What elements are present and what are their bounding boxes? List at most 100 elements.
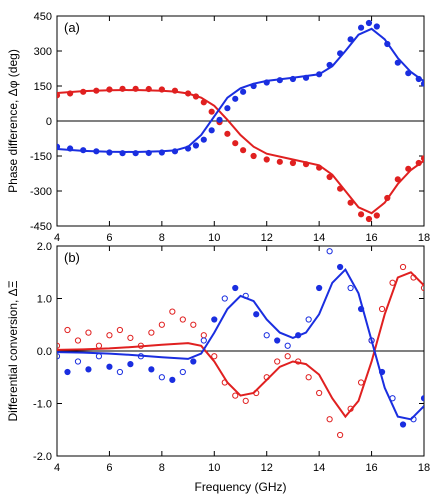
y-tick-label: 1.0 bbox=[37, 294, 52, 306]
y-tick-label: -300 bbox=[30, 186, 52, 198]
red-data-point bbox=[74, 337, 82, 344]
red-data-point bbox=[57, 342, 61, 349]
red-data-point bbox=[378, 305, 386, 313]
red-data-point bbox=[232, 140, 239, 147]
blue-data-point bbox=[284, 342, 291, 349]
red-data-point bbox=[399, 263, 407, 271]
blue-data-point bbox=[337, 263, 344, 271]
x-tick-label: 8 bbox=[159, 232, 165, 244]
blue-data-point bbox=[347, 36, 354, 43]
x-tick-label: 14 bbox=[313, 232, 325, 244]
blue-data-point bbox=[179, 368, 186, 376]
blue-data-point bbox=[357, 24, 365, 31]
x-tick-label: 12 bbox=[261, 232, 273, 244]
blue-data-point bbox=[95, 353, 103, 360]
red-data-point bbox=[347, 199, 354, 206]
blue-data-point bbox=[316, 284, 323, 292]
blue-data-point bbox=[232, 284, 239, 292]
blue-data-point bbox=[57, 353, 61, 360]
blue-data-point bbox=[216, 116, 223, 123]
blue-data-point bbox=[263, 332, 270, 339]
red-data-point bbox=[169, 308, 176, 315]
x-axis-label: Frequency (GHz) bbox=[194, 480, 286, 494]
blue-data-point bbox=[211, 316, 218, 323]
x-tick-label: 8 bbox=[159, 462, 165, 474]
y-tick-label: 0 bbox=[46, 116, 52, 128]
blue-data-point bbox=[116, 368, 124, 376]
blue-data-point bbox=[221, 295, 228, 302]
x-tick-label: 4 bbox=[54, 232, 60, 244]
blue-data-point bbox=[192, 142, 200, 149]
y-axis-label: Phase difference, Δφ (deg) bbox=[6, 49, 20, 193]
red-data-point bbox=[224, 130, 231, 137]
red-data-point bbox=[127, 334, 134, 341]
y-tick-label: 2.0 bbox=[37, 241, 52, 253]
panel-a: -450 -300 -150 0 150 300 450 4 6 8 10 12 14 16 18 (a) Ph… bbox=[6, 11, 430, 244]
blue-data-point bbox=[420, 80, 424, 87]
red-data-point bbox=[337, 431, 344, 439]
red-data-point bbox=[373, 212, 380, 219]
red-data-point bbox=[284, 353, 291, 360]
blue-data-point bbox=[208, 127, 215, 134]
red-data-point bbox=[276, 158, 283, 165]
blue-data-point bbox=[158, 374, 165, 381]
blue-data-point bbox=[224, 105, 231, 112]
y-tick-label: -150 bbox=[30, 151, 52, 163]
x-tick-label: 10 bbox=[208, 232, 220, 244]
red-data-point bbox=[365, 215, 373, 223]
blue-data-point bbox=[347, 284, 354, 292]
panel-label: (a) bbox=[64, 20, 80, 35]
y-tick-label: 450 bbox=[34, 11, 52, 23]
red-data-point bbox=[208, 108, 215, 115]
red-data-point bbox=[64, 326, 71, 334]
blue-data-point bbox=[127, 361, 134, 368]
data-layer bbox=[57, 248, 424, 439]
blue-data-point bbox=[85, 366, 92, 373]
red-data-point bbox=[357, 379, 365, 386]
red-data-point bbox=[179, 316, 186, 323]
red-data-point bbox=[240, 147, 247, 154]
red-data-point bbox=[316, 389, 323, 397]
red-data-point bbox=[148, 329, 155, 336]
x-tick-label: 16 bbox=[365, 462, 377, 474]
blue-data-point bbox=[190, 358, 197, 365]
y-axis-label: Differential conversion, ΔΞ bbox=[6, 280, 20, 421]
red-data-point bbox=[263, 156, 270, 163]
blue-data-point bbox=[200, 337, 207, 344]
y-tick-label: 0.0 bbox=[37, 346, 52, 358]
blue-data-point bbox=[240, 88, 247, 95]
red-data-point bbox=[326, 173, 333, 181]
red-data-point bbox=[211, 353, 218, 360]
blue-data-point bbox=[74, 358, 82, 365]
blue-data-point bbox=[420, 395, 424, 402]
red-data-point bbox=[190, 321, 197, 328]
red-data-point bbox=[394, 176, 401, 183]
red-data-point bbox=[85, 329, 92, 336]
red-fit-line bbox=[57, 271, 424, 419]
panel-b: -2.0 -1.0 0.0 1.0 2.0 4 6 8 10 12 14 16 18 (b) Differe… bbox=[6, 241, 430, 494]
panel-label: (b) bbox=[64, 250, 80, 265]
red-data-point bbox=[200, 332, 207, 339]
x-tick-label: 18 bbox=[418, 232, 430, 244]
x-tick-label: 16 bbox=[365, 232, 377, 244]
y-tick-label: -2.0 bbox=[33, 451, 52, 463]
blue-data-point bbox=[399, 421, 407, 428]
blue-fit-line bbox=[57, 27, 424, 154]
blue-data-point bbox=[169, 376, 176, 383]
blue-data-point bbox=[373, 23, 380, 30]
blue-data-point bbox=[232, 95, 239, 102]
red-fit-line bbox=[57, 88, 424, 215]
blue-data-point bbox=[326, 248, 333, 255]
x-tick-label: 6 bbox=[106, 232, 112, 244]
red-data-point bbox=[305, 374, 312, 381]
y-tick-label: -1.0 bbox=[33, 399, 52, 411]
blue-data-point bbox=[274, 337, 281, 344]
x-tick-label: 6 bbox=[106, 462, 112, 474]
red-data-point bbox=[232, 392, 239, 399]
data-layer bbox=[57, 19, 424, 223]
red-data-point bbox=[116, 326, 124, 334]
blue-fit-line bbox=[57, 267, 424, 421]
blue-data-point bbox=[305, 316, 312, 323]
